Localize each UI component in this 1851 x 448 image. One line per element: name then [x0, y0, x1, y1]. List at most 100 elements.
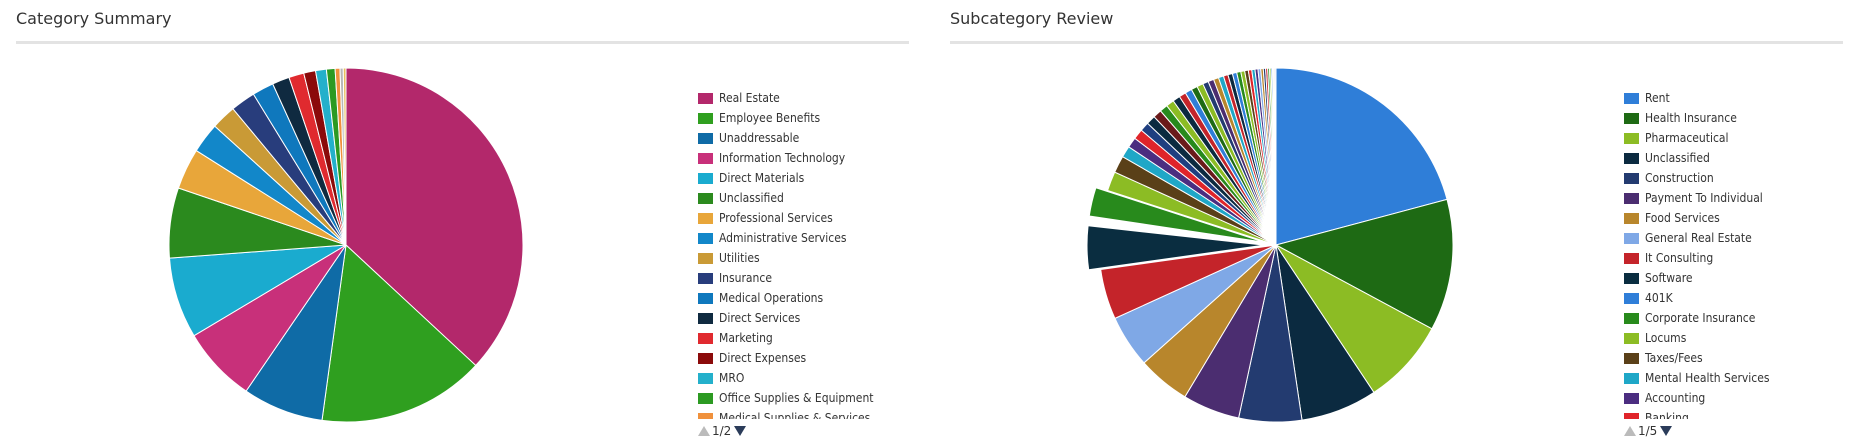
- legend-item-direct-expenses[interactable]: Direct Expenses: [698, 348, 913, 368]
- legend-item-unclassified[interactable]: Unclassified: [698, 188, 913, 208]
- legend-item-professional-services[interactable]: Professional Services: [698, 208, 913, 228]
- legend-item-construction[interactable]: Construction: [1624, 168, 1839, 188]
- legend-item-direct-services[interactable]: Direct Services: [698, 308, 913, 328]
- legend-swatch: [1624, 172, 1639, 184]
- legend-item-health-insurance[interactable]: Health Insurance: [1624, 108, 1839, 128]
- legend-label: MRO: [719, 371, 745, 385]
- legend-item-locums[interactable]: Locums: [1624, 328, 1839, 348]
- legend-label: Payment To Individual: [1645, 191, 1763, 205]
- title-divider: [16, 41, 909, 44]
- pie-slice-software[interactable]: [1086, 225, 1265, 271]
- page-up-icon[interactable]: [1624, 426, 1636, 436]
- legend-item-insurance[interactable]: Insurance: [698, 268, 913, 288]
- legend-item-mental-health-services[interactable]: Mental Health Services: [1624, 368, 1839, 388]
- legend-item-information-technology[interactable]: Information Technology: [698, 148, 913, 168]
- pie-slice[interactable]: [1274, 67, 1277, 246]
- legend-item-office-supplies-equipment[interactable]: Office Supplies & Equipment: [698, 388, 913, 408]
- legend-label: Direct Services: [719, 311, 801, 325]
- subcategory-legend: Rent Health Insurance Pharmaceutical Unclas…: [1624, 88, 1839, 419]
- legend-label: Medical Operations: [719, 291, 824, 305]
- legend-pager: 1/5: [1624, 424, 1673, 438]
- legend-swatch: [698, 92, 713, 104]
- page-down-icon[interactable]: [734, 426, 747, 436]
- legend-label: Unclassified: [1645, 151, 1710, 165]
- legend-label: Marketing: [719, 331, 773, 345]
- legend-swatch: [698, 292, 713, 304]
- legend-swatch: [1624, 272, 1639, 284]
- legend-swatch: [1624, 352, 1639, 364]
- legend-item-it-consulting[interactable]: It Consulting: [1624, 248, 1839, 268]
- pie-slice-employee-benefits[interactable]: [321, 243, 477, 423]
- legend-label: Medical Supplies & Services: [719, 411, 871, 419]
- legend-item-software[interactable]: Software: [1624, 268, 1839, 288]
- pie-slice-corporate-insurance[interactable]: [1088, 187, 1265, 243]
- subcategory-review-panel: Subcategory Review Rent Health Insurance P…: [934, 0, 1851, 448]
- subcategory-pie-chart: [1086, 67, 1454, 423]
- pager-label: 1/2: [712, 424, 732, 438]
- legend-label: Utilities: [719, 251, 760, 265]
- legend-swatch: [698, 232, 713, 244]
- legend-label: 401K: [1645, 291, 1673, 305]
- legend-label: General Real Estate: [1645, 231, 1752, 245]
- legend-swatch: [698, 132, 713, 144]
- legend-item-rent[interactable]: Rent: [1624, 88, 1839, 108]
- legend-label: Unaddressable: [719, 131, 800, 145]
- legend-label: Administrative Services: [719, 231, 847, 245]
- legend-item-banking[interactable]: Banking: [1624, 408, 1839, 419]
- legend-label: Professional Services: [719, 211, 833, 225]
- legend-label: Locums: [1645, 331, 1687, 345]
- legend-swatch: [698, 112, 713, 124]
- legend-item-unclassified[interactable]: Unclassified: [1624, 148, 1839, 168]
- legend-label: Information Technology: [719, 151, 846, 165]
- legend-swatch: [1624, 152, 1639, 164]
- legend-item-medical-operations[interactable]: Medical Operations: [698, 288, 913, 308]
- legend-swatch: [698, 192, 713, 204]
- legend-item-direct-materials[interactable]: Direct Materials: [698, 168, 913, 188]
- legend-item-pharmaceutical[interactable]: Pharmaceutical: [1624, 128, 1839, 148]
- legend-item-utilities[interactable]: Utilities: [698, 248, 913, 268]
- legend-item-administrative-services[interactable]: Administrative Services: [698, 228, 913, 248]
- legend-swatch: [698, 272, 713, 284]
- legend-label: Accounting: [1645, 391, 1706, 405]
- legend-swatch: [698, 252, 713, 264]
- legend-label: Office Supplies & Equipment: [719, 391, 874, 405]
- legend-swatch: [1624, 332, 1639, 344]
- pie-slice-health-insurance[interactable]: [1274, 198, 1454, 330]
- legend-label: Mental Health Services: [1645, 371, 1770, 385]
- legend-item-401k[interactable]: 401K: [1624, 288, 1839, 308]
- legend-label: Corporate Insurance: [1645, 311, 1756, 325]
- pie-slice-401k[interactable]: [1099, 218, 1277, 246]
- page-down-icon[interactable]: [1660, 426, 1673, 436]
- legend-swatch: [1624, 92, 1639, 104]
- legend-item-accounting[interactable]: Accounting: [1624, 388, 1839, 408]
- pie-slice[interactable]: [342, 67, 347, 246]
- legend-item-corporate-insurance[interactable]: Corporate Insurance: [1624, 308, 1839, 328]
- legend-swatch: [1624, 412, 1639, 419]
- legend-item-payment-to-individual[interactable]: Payment To Individual: [1624, 188, 1839, 208]
- legend-swatch: [1624, 312, 1639, 324]
- legend-label: Taxes/Fees: [1645, 351, 1703, 365]
- pie-slice-it-consulting[interactable]: [1100, 244, 1277, 320]
- legend-swatch: [1624, 192, 1639, 204]
- page-up-icon[interactable]: [698, 426, 710, 436]
- legend-item-mro[interactable]: MRO: [698, 368, 913, 388]
- legend-item-unaddressable[interactable]: Unaddressable: [698, 128, 913, 148]
- legend-label: It Consulting: [1645, 251, 1714, 265]
- legend-label: Unclassified: [719, 191, 784, 205]
- pie-slice-rent[interactable]: [1275, 67, 1448, 246]
- pie-slice-real-estate[interactable]: [345, 67, 524, 367]
- legend-label: Direct Materials: [719, 171, 805, 185]
- legend-swatch: [698, 172, 713, 184]
- legend-swatch: [698, 352, 713, 364]
- legend-swatch: [698, 412, 713, 419]
- legend-item-real-estate[interactable]: Real Estate: [698, 88, 913, 108]
- legend-item-marketing[interactable]: Marketing: [698, 328, 913, 348]
- category-pie-chart: [168, 67, 524, 423]
- legend-item-general-real-estate[interactable]: General Real Estate: [1624, 228, 1839, 248]
- legend-swatch: [1624, 372, 1639, 384]
- legend-item-medical-supplies-services[interactable]: Medical Supplies & Services: [698, 408, 913, 419]
- legend-item-taxes-fees[interactable]: Taxes/Fees: [1624, 348, 1839, 368]
- legend-item-employee-benefits[interactable]: Employee Benefits: [698, 108, 913, 128]
- legend-item-food-services[interactable]: Food Services: [1624, 208, 1839, 228]
- legend-swatch: [698, 152, 713, 164]
